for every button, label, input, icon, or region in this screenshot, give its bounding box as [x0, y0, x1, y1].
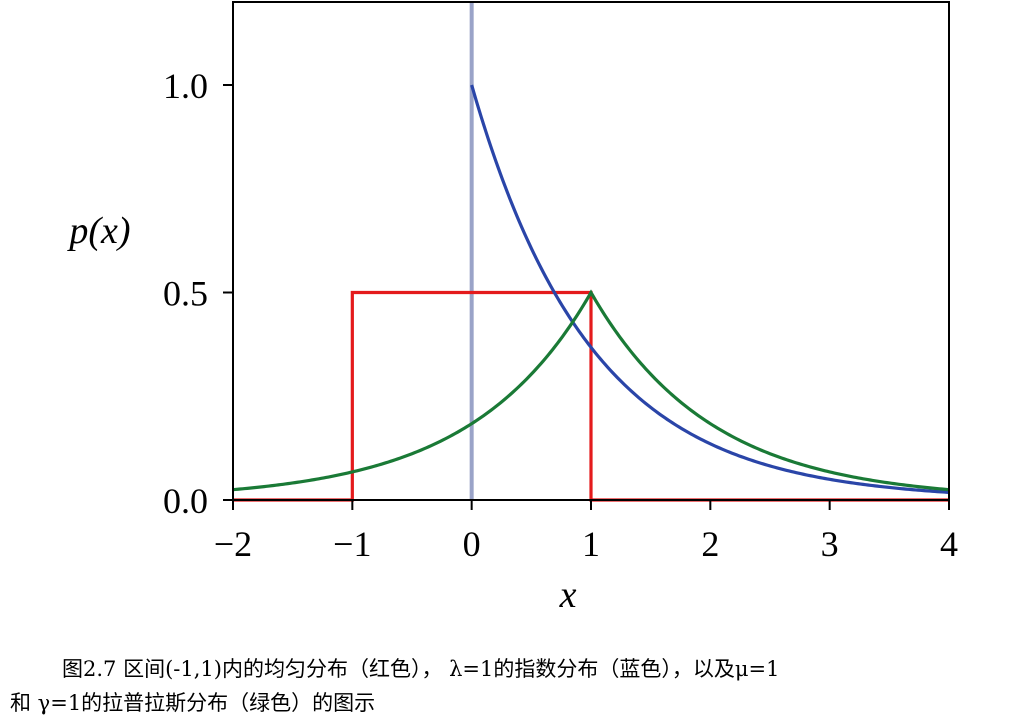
chart: −2 −1 0 1 2 3 4 0.0 0.5 1.0 x p(x)	[66, 1, 958, 616]
y-axis-label: p(x)	[66, 210, 130, 252]
x-tick-label: 1	[582, 524, 600, 564]
figure-caption: 图2.7 区间(-1,1)内的均匀分布（红色）， λ=1的指数分布（蓝色），以及…	[10, 652, 1005, 720]
axis-ticks: −2 −1 0 1 2 3 4 0.0 0.5 1.0	[163, 66, 958, 564]
x-tick-label: −2	[214, 524, 252, 564]
caption-line-1: 图2.7 区间(-1,1)内的均匀分布（红色）， λ=1的指数分布（蓝色），以及…	[62, 657, 780, 681]
x-tick-label: −1	[333, 524, 371, 564]
laplace-series-line	[232, 289, 950, 492]
x-tick-label: 0	[463, 524, 481, 564]
plot-marks	[232, 3, 950, 502]
y-tick-label: 0.0	[163, 481, 208, 521]
uniform-series-line	[233, 290, 949, 502]
x-tick-label: 4	[940, 524, 958, 564]
exponential-series-line	[470, 84, 950, 494]
y-tick-label: 1.0	[163, 66, 208, 106]
y-tick-label: 0.5	[163, 274, 208, 314]
x-tick-label: 3	[821, 524, 839, 564]
x-tick-label: 2	[701, 524, 719, 564]
x-axis-label: x	[559, 574, 577, 616]
caption-line-2: 和 γ=1的拉普拉斯分布（绿色）的图示	[10, 691, 376, 715]
